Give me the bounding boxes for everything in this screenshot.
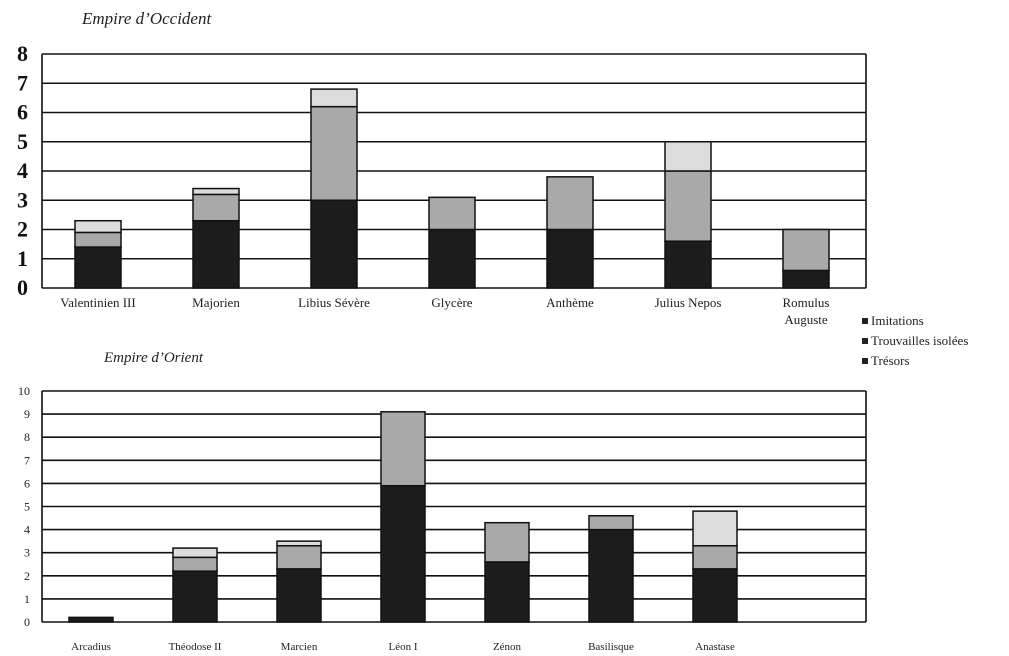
bar-segment-trouvailles (692, 545, 738, 570)
legend-swatch-imitations (862, 318, 868, 324)
x-tick-label: Libius Sévère (298, 295, 370, 310)
bar-segment-trouvailles (588, 514, 634, 531)
bar-segment-trouvailles (380, 411, 426, 487)
bar-segment-tresors (74, 246, 122, 289)
x-tick-label: Zénon (493, 641, 522, 653)
bar-segment-tresors (192, 219, 240, 289)
bar-segment-trouvailles (276, 545, 322, 570)
y-tick-label: 8 (24, 430, 30, 444)
legend-swatch-tresors (862, 358, 868, 364)
y-tick-label: 5 (17, 129, 28, 154)
bar-segment-tresors (380, 484, 426, 623)
bar-segment-tresors (276, 568, 322, 623)
x-tick-label: Valentinien III (60, 295, 135, 310)
bar-segment-imitations (692, 510, 738, 547)
chart-occident: Empire d’Occident 0 1 2 3 4 5 6 7 8 Valentinien I… (17, 9, 867, 327)
legend-label-trouvailles: Trouvailles isolées (871, 333, 968, 348)
bar-segment-imitations (276, 540, 322, 547)
bar-segment-tresors (546, 228, 594, 289)
legend: Imitations Trouvailles isolées Trésors (862, 313, 968, 368)
chart-title-occident: Empire d’Occident (81, 9, 212, 28)
x-tick-label: Arcadius (71, 641, 111, 653)
bar-segment-tresors (428, 228, 476, 289)
y-tick-label: 4 (17, 158, 28, 183)
y-tick-label: 6 (17, 100, 28, 125)
bar-segment-trouvailles (192, 193, 240, 222)
bar-segment-trouvailles (484, 521, 530, 563)
y-tick-label: 4 (24, 523, 30, 537)
y-tick-label: 7 (24, 453, 30, 467)
bar-segment-imitations (192, 187, 240, 196)
x-tick-label: Anastase (695, 641, 735, 653)
chart-title-orient: Empire d’Orient (103, 350, 204, 366)
y-tick-label: 2 (24, 569, 30, 583)
bar-segment-trouvailles (172, 556, 218, 572)
x-tick-label: Marcien (281, 641, 318, 653)
y-tick-label: 5 (24, 500, 30, 514)
x-tick-label: Romulus Auguste (783, 295, 830, 327)
y-tick-label: 3 (17, 187, 28, 212)
y-tick-label: 7 (17, 70, 28, 95)
legend-label-imitations: Imitations (871, 313, 924, 328)
bar-segment-trouvailles (782, 228, 830, 272)
bar-segment-tresors (782, 269, 830, 289)
bar-segment-imitations (310, 88, 358, 108)
bar-segment-tresors (484, 561, 530, 623)
bar-segment-imitations (172, 547, 218, 559)
bar-segment-tresors (310, 199, 358, 289)
bar-segment-imitations (74, 219, 122, 234)
legend-label-tresors: Trésors (871, 353, 910, 368)
bar-segment-trouvailles (664, 170, 712, 242)
bar-segment-tresors (664, 240, 712, 289)
y-tick-label: 3 (24, 546, 30, 560)
x-tick-label: Basilisque (588, 641, 634, 653)
bar-segment-trouvailles (74, 231, 122, 248)
bar-segment-imitations (664, 141, 712, 172)
bar-segment-trouvailles (546, 176, 594, 231)
x-tick-label: Glycère (431, 295, 472, 310)
x-tick-label: Julius Nepos (655, 295, 722, 310)
y-tick-label: 1 (17, 246, 28, 271)
x-tick-label: Anthème (546, 295, 594, 310)
bar-segment-trouvailles (310, 105, 358, 201)
bar-segment-tresors (172, 570, 218, 623)
bar-segment-trouvailles (428, 196, 476, 231)
chart-orient: Empire d’Orient 0 1 2 3 4 5 6 7 8 9 10 Arcadius Théo… (18, 350, 867, 653)
x-tick-label: Léon I (388, 641, 417, 653)
y-tick-label: 6 (24, 476, 30, 490)
y-tick-label: 8 (17, 41, 28, 66)
y-tick-label: 1 (24, 592, 30, 606)
bar-segment-tresors (68, 616, 114, 623)
x-tick-label: Majorien (192, 295, 240, 310)
legend-swatch-trouvailles (862, 338, 868, 344)
y-tick-label: 0 (24, 615, 30, 629)
y-tick-label: 2 (17, 217, 28, 242)
bar-segment-tresors (588, 528, 634, 623)
y-tick-label: 10 (18, 384, 30, 398)
y-tick-label: 0 (17, 275, 28, 300)
y-tick-label: 9 (24, 407, 30, 421)
bar-segment-tresors (692, 568, 738, 623)
x-tick-label: Théodose II (169, 641, 222, 653)
